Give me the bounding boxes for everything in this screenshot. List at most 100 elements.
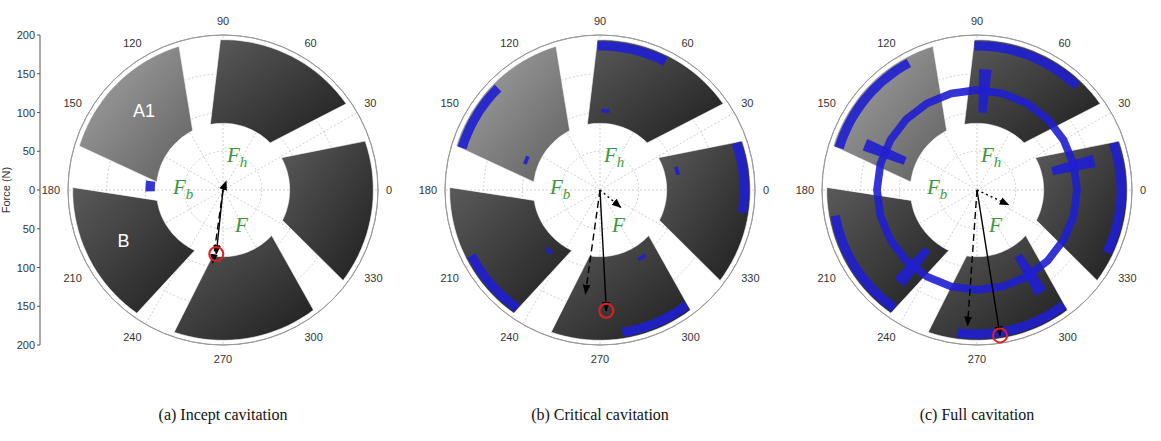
radial-tick	[37, 73, 40, 74]
impeller	[827, 40, 1128, 341]
vector-markers	[209, 247, 223, 261]
panel-title: (b) Critical cavitation	[531, 406, 669, 424]
impeller	[73, 40, 374, 341]
grid-circle	[822, 35, 1132, 345]
vector-markers	[993, 328, 1007, 342]
cavity-region	[146, 181, 156, 192]
vector-subscript: b	[563, 186, 571, 202]
angle-tick-label: 150	[817, 97, 835, 109]
vectors	[213, 181, 226, 263]
cavity-region	[523, 156, 530, 165]
vector-label: Fh	[226, 143, 247, 170]
angle-tick-label: 150	[440, 97, 458, 109]
angle-tick-label: 300	[305, 331, 323, 343]
angle-tick-label: 270	[214, 353, 232, 365]
angle-tick-label: 60	[1059, 37, 1071, 49]
radial-tick-label: 50	[23, 223, 35, 235]
cavity-region	[597, 41, 667, 65]
angle-tick-label: 150	[63, 97, 81, 109]
blade	[79, 46, 193, 182]
angle-tick-label: 240	[123, 331, 141, 343]
angle-tick-label: 60	[682, 37, 694, 49]
annotation: B	[118, 231, 130, 251]
force-vector	[216, 190, 223, 254]
radial-tick	[37, 306, 40, 307]
blade	[833, 46, 947, 182]
angle-tick-label: 30	[741, 97, 753, 109]
grid-circle	[68, 35, 378, 345]
cavity-region	[545, 247, 554, 255]
angle-tick-label: 30	[1118, 97, 1130, 109]
radial-tick-label: 0	[29, 184, 35, 196]
vector-label: Fh	[603, 143, 624, 170]
angle-tick-label: 210	[440, 272, 458, 284]
polar-panel: A1B0306090120150180210240270300330050501…	[0, 15, 392, 424]
vector-symbol: F	[234, 213, 248, 237]
angle-tick-label: 330	[741, 272, 759, 284]
cavitation	[146, 181, 156, 192]
force-vector	[585, 190, 600, 294]
angle-tick-label: 210	[63, 272, 81, 284]
radial-tick-label: 200	[17, 29, 35, 41]
force-tip-marker	[993, 328, 1007, 342]
vector-label: F	[611, 213, 625, 237]
angle-tick-label: 120	[500, 37, 518, 49]
radial-tick-label: 50	[23, 145, 35, 157]
panel-title: (a) Incept cavitation	[159, 406, 288, 424]
blade	[450, 187, 572, 313]
cavity-region	[638, 254, 647, 262]
plot-frame	[822, 35, 1132, 345]
angle-tick-label: 270	[968, 353, 986, 365]
blade	[210, 40, 346, 143]
radial-tick-label: 100	[17, 107, 35, 119]
radial-tick	[37, 345, 40, 346]
blade	[551, 236, 690, 341]
polar-panel: 0306090120150180210240270300330FhFbF(c) …	[796, 15, 1146, 424]
radial-tick-label: 200	[17, 339, 35, 351]
angle-tick-label: 270	[591, 353, 609, 365]
vector-label: Fb	[549, 175, 571, 202]
cavity-region	[1103, 142, 1126, 255]
vector-symbol: F	[549, 175, 563, 199]
angle-tick-label: 30	[364, 97, 376, 109]
annotation: A1	[133, 101, 155, 121]
vector-subscript: h	[617, 154, 625, 170]
vector-label: Fb	[172, 175, 194, 202]
blade	[587, 40, 723, 143]
figure: A1B0306090120150180210240270300330050501…	[0, 0, 1161, 441]
force-tip-marker	[209, 247, 223, 261]
angle-tick-label: 180	[419, 184, 437, 196]
angle-tick-label: 180	[42, 184, 60, 196]
angle-tick-label: 0	[1140, 184, 1146, 196]
vector-label: F	[988, 213, 1002, 237]
radial-tick	[37, 190, 40, 191]
vector-label: Fb	[926, 175, 948, 202]
vector-symbol: F	[611, 213, 625, 237]
angle-tick-label: 330	[364, 272, 382, 284]
cavity-region	[601, 109, 610, 114]
radial-tick-label: 150	[17, 300, 35, 312]
angle-tick-label: 0	[763, 184, 769, 196]
cavity-region	[957, 301, 1067, 338]
vector-subscript: b	[940, 186, 948, 202]
angle-tick-label: 120	[877, 37, 895, 49]
force-vector	[600, 190, 621, 207]
force-vector	[977, 190, 1000, 335]
grid-circle	[445, 35, 755, 345]
force-vector	[600, 190, 606, 311]
radial-tick-label: 150	[17, 68, 35, 80]
panel-title: (c) Full cavitation	[920, 406, 1035, 424]
cavitation	[458, 41, 749, 337]
cavity-region	[458, 85, 502, 149]
blade	[174, 236, 313, 341]
blade	[658, 141, 750, 280]
radial-tick	[37, 112, 40, 113]
axis-title: Force (N)	[0, 167, 12, 213]
vector-label: F	[234, 213, 248, 237]
vector-symbol: F	[980, 143, 994, 167]
vector-symbol: F	[172, 175, 186, 199]
angle-tick-label: 210	[817, 272, 835, 284]
angle-tick-label: 90	[217, 15, 229, 27]
radial-tick	[37, 35, 40, 36]
cavitation	[831, 41, 1126, 339]
